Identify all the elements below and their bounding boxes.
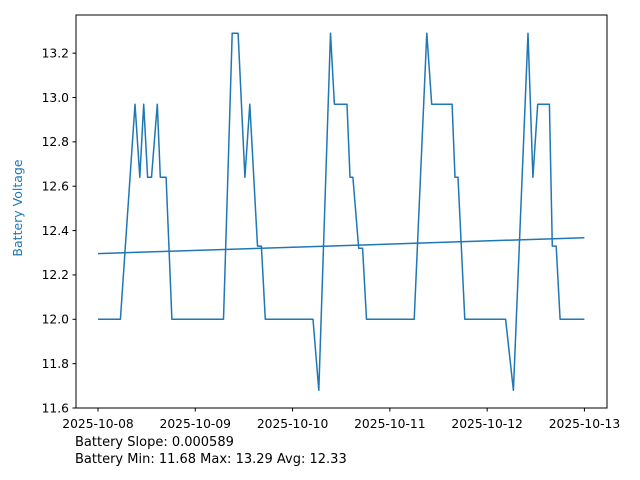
x-tick-label: 2025-10-10: [257, 417, 328, 431]
chart-plot-area: 2025-10-08 2025-10-09 2025-10-10 2025-10-11…: [42, 14, 620, 431]
y-tick-label: 13.2: [42, 46, 69, 60]
y-tick-label: 11.8: [42, 357, 69, 371]
x-tick-label: 2025-10-08: [62, 417, 133, 431]
battery-voltage-line: [98, 32, 585, 392]
x-tick-label: 2025-10-11: [354, 417, 425, 431]
y-tick-label: 12.6: [42, 180, 70, 194]
y-tick-label: 12.0: [42, 313, 69, 327]
y-tick-label: 12.8: [42, 135, 69, 149]
y-tick-label: 12.4: [42, 224, 70, 238]
x-tick-label: 2025-10-09: [160, 417, 231, 431]
y-tick-label: 12.2: [42, 268, 69, 282]
y-tick-label: 11.6: [42, 401, 70, 415]
x-tick-label: 2025-10-12: [451, 417, 522, 431]
x-tick-label: 2025-10-13: [549, 417, 620, 431]
y-axis-label: Battery Voltage: [10, 159, 25, 256]
y-tick-label: 13.0: [42, 91, 69, 105]
stats-slope-text: Battery Slope: 0.000589: [75, 435, 234, 450]
battery-trend-line: [97, 236, 585, 255]
plot-border: [75, 14, 608, 409]
stats-minmax-text: Battery Min: 11.68 Max: 13.29 Avg: 12.33: [75, 452, 347, 467]
